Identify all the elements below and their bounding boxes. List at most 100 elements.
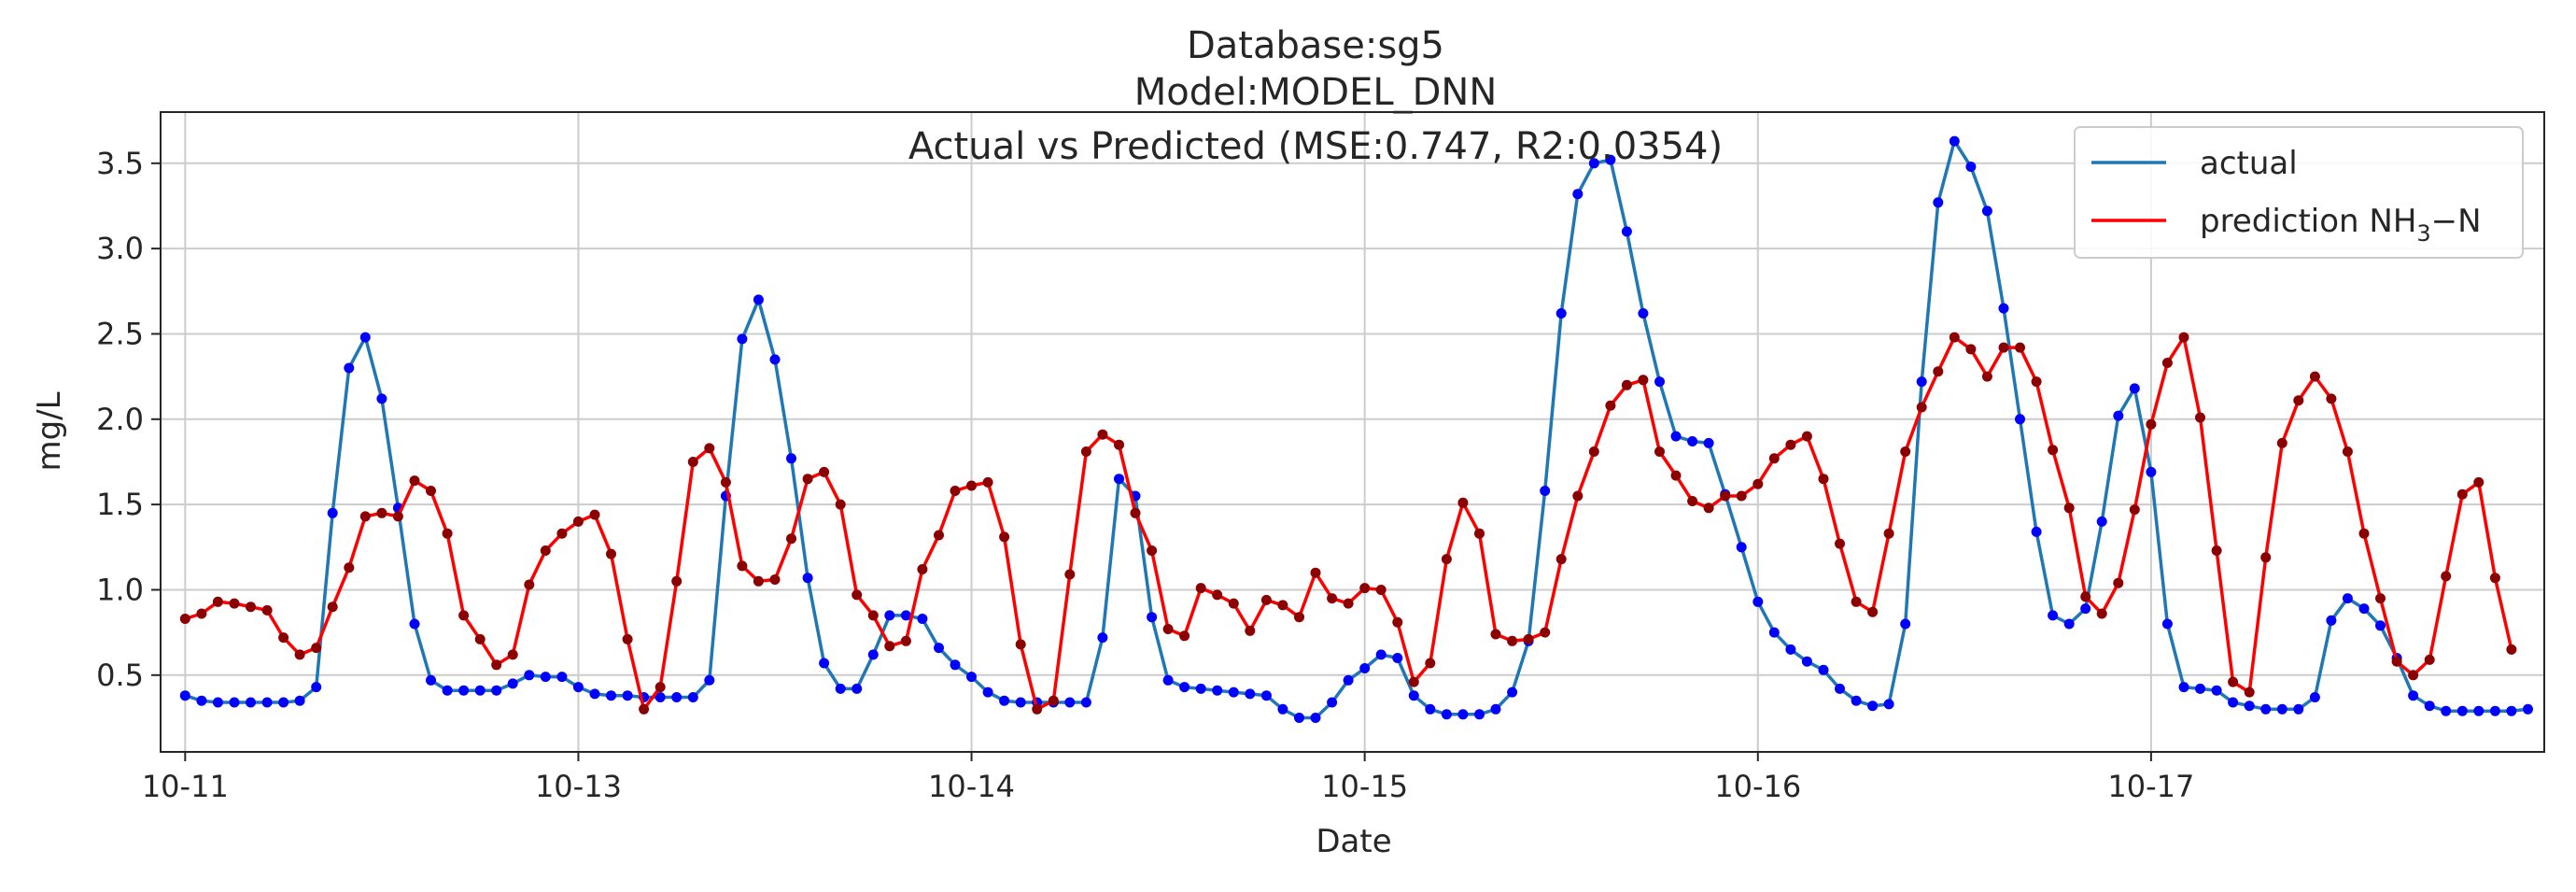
data-point-prediction: [1867, 606, 1879, 617]
data-point-actual: [196, 695, 207, 706]
data-point-prediction: [392, 511, 403, 522]
data-point-prediction: [1179, 630, 1190, 642]
y-tick-label: 2.0: [96, 402, 144, 437]
data-point-actual: [2211, 685, 2222, 696]
data-point-prediction: [2146, 418, 2157, 430]
data-point-prediction: [1981, 371, 1992, 382]
data-point-prediction: [950, 486, 961, 496]
data-point-actual: [2326, 615, 2337, 626]
data-point-prediction: [359, 511, 371, 522]
y-tick-label: 3.0: [96, 231, 144, 266]
data-point-actual: [1114, 474, 1124, 485]
y-tick-label: 1.5: [96, 487, 144, 522]
data-point-actual: [2195, 683, 2205, 694]
data-point-prediction: [2424, 654, 2435, 665]
data-point-actual: [589, 688, 600, 700]
data-point-prediction: [704, 443, 715, 454]
data-point-actual: [867, 649, 879, 660]
data-point-prediction: [311, 643, 322, 654]
data-point-actual: [1900, 618, 1911, 630]
data-point-prediction: [1392, 616, 1403, 628]
data-point-prediction: [507, 649, 518, 660]
data-point-prediction: [999, 531, 1010, 543]
data-point-prediction: [917, 564, 928, 574]
data-point-prediction: [2244, 687, 2255, 698]
chart-title-line-3: Actual vs Predicted (MSE:0.747, R2:0.035…: [908, 125, 1723, 168]
data-point-prediction: [1064, 569, 1076, 580]
data-point-actual: [1998, 303, 2009, 314]
legend-label-prediction: prediction NH3−N: [2200, 203, 2482, 247]
data-point-actual: [556, 672, 568, 683]
data-point-actual: [1835, 683, 1845, 694]
legend: actual prediction NH3−N: [2074, 126, 2524, 259]
data-point-actual: [524, 670, 535, 681]
data-point-prediction: [934, 530, 944, 541]
series-layer: [179, 135, 2533, 723]
chart-title-line-2: Model:MODEL_DNN: [1134, 71, 1498, 114]
data-point-prediction: [720, 476, 731, 488]
data-point-prediction: [1490, 629, 1501, 640]
data-point-prediction: [2309, 371, 2320, 382]
data-point-actual: [458, 685, 470, 696]
data-point-prediction: [540, 545, 551, 556]
data-point-prediction: [1097, 429, 1108, 440]
data-point-prediction: [2096, 608, 2107, 619]
data-point-actual: [999, 695, 1010, 706]
data-point-prediction: [982, 476, 993, 488]
data-point-prediction: [1375, 585, 1387, 595]
x-tick-label: 10-15: [1321, 769, 1408, 804]
data-point-actual: [671, 692, 683, 702]
plot-frame: [160, 111, 2545, 753]
data-point-actual: [2309, 692, 2320, 702]
data-point-actual: [2523, 703, 2533, 715]
data-point-prediction: [1327, 593, 1338, 604]
data-point-actual: [1080, 697, 1091, 708]
data-point-prediction: [1245, 625, 1256, 636]
data-point-prediction: [1212, 589, 1223, 601]
data-point-actual: [212, 697, 223, 708]
chart-title-line-1: Database:sg5: [1187, 24, 1444, 67]
data-point-prediction: [1048, 695, 1059, 706]
data-point-prediction: [589, 509, 600, 520]
data-point-actual: [1916, 376, 1927, 388]
data-point-actual: [900, 610, 911, 621]
data-point-actual: [1147, 612, 1158, 623]
data-point-prediction: [2260, 552, 2272, 563]
x-tick-label: 10-16: [1714, 769, 1801, 804]
data-point-actual: [1818, 664, 1829, 675]
data-point-actual: [2113, 410, 2124, 421]
data-point-prediction: [1032, 703, 1043, 715]
data-point-prediction: [327, 602, 338, 613]
data-point-prediction: [409, 475, 420, 487]
data-point-prediction: [376, 507, 387, 518]
data-point-actual: [786, 453, 796, 464]
data-point-actual: [359, 332, 371, 343]
data-point-prediction: [2391, 656, 2402, 667]
data-point-actual: [2080, 603, 2091, 615]
data-point-actual: [491, 685, 502, 696]
data-point-actual: [1851, 695, 1862, 706]
data-point-prediction: [2456, 488, 2468, 500]
data-point-actual: [687, 692, 698, 702]
data-point-actual: [1179, 682, 1190, 693]
data-point-prediction: [212, 596, 223, 607]
data-point-prediction: [852, 589, 863, 601]
x-tick-label: 10-13: [535, 769, 622, 804]
legend-label-actual: actual: [2200, 145, 2298, 182]
data-point-actual: [2456, 705, 2468, 716]
data-point-actual: [1245, 688, 1256, 700]
y-tick-label: 1.0: [96, 572, 144, 607]
data-point-actual: [2244, 701, 2255, 712]
data-point-actual: [769, 354, 781, 365]
data-point-actual: [311, 682, 322, 693]
data-point-actual: [2506, 705, 2517, 716]
data-point-actual: [2408, 690, 2419, 701]
data-point-prediction: [819, 466, 830, 477]
data-point-actual: [1441, 709, 1452, 720]
data-point-prediction: [1621, 379, 1632, 390]
data-point-actual: [540, 672, 551, 683]
data-point-actual: [1768, 627, 1780, 638]
legend-box: [2074, 126, 2524, 259]
data-point-prediction: [769, 574, 781, 585]
data-point-actual: [2146, 466, 2157, 477]
